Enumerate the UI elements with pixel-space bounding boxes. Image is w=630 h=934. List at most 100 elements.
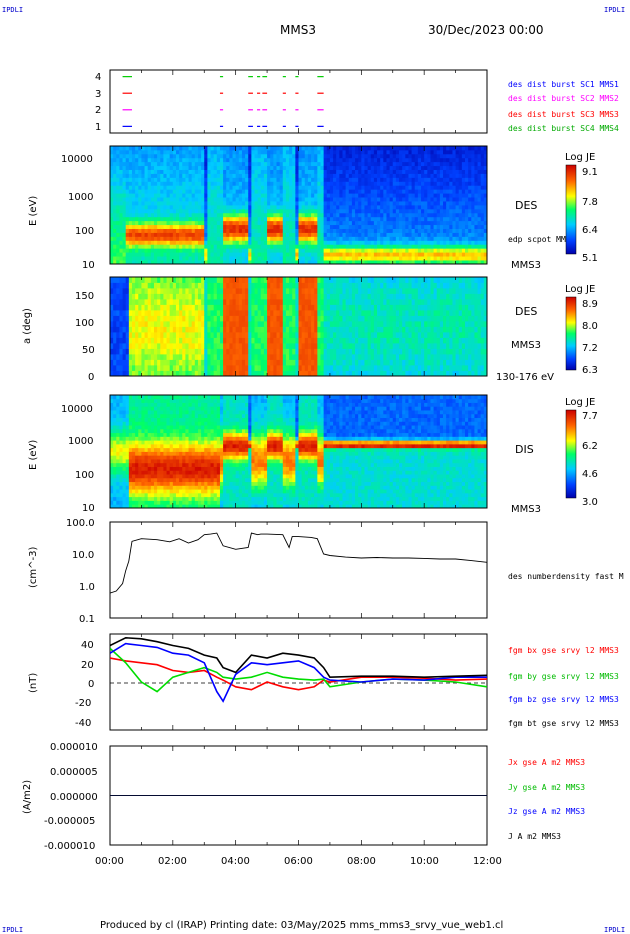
- des-pitch-cell: [216, 365, 221, 371]
- des-pitch-cell: [110, 359, 114, 366]
- des-energy-cell: [408, 149, 412, 155]
- des-energy-cell: [263, 185, 268, 190]
- des-energy-cell: [216, 169, 221, 174]
- des-energy-cell: [408, 189, 412, 194]
- des-energy-cell: [345, 232, 350, 237]
- des-energy-cell: [320, 232, 325, 237]
- des-energy-cell: [411, 181, 416, 186]
- des-energy-cell: [229, 260, 233, 265]
- des-energy-cell: [455, 252, 460, 257]
- des-pitch-cell: [113, 304, 117, 311]
- des-energy-cell: [292, 189, 296, 194]
- des-energy-cell: [477, 181, 482, 186]
- des-energy-cell: [226, 185, 230, 190]
- des-energy-cell: [433, 232, 438, 237]
- des-energy-cell: [216, 212, 221, 218]
- des-energy-cell: [395, 236, 400, 241]
- des-pitch-cell: [323, 288, 328, 294]
- des-pitch-cell: [339, 343, 343, 349]
- des-energy-cell: [455, 177, 460, 182]
- des-energy-cell: [307, 169, 312, 174]
- des-energy-cell: [427, 193, 431, 198]
- des-energy-cell: [188, 169, 193, 174]
- des-pitch-cell: [248, 315, 252, 322]
- des-energy-cell: [197, 157, 202, 163]
- des-pitch-cell: [172, 310, 177, 316]
- des-energy-cell: [194, 256, 199, 261]
- des-energy-cell: [141, 189, 145, 194]
- des-pitch-cell: [213, 365, 218, 371]
- des-energy-cell: [160, 177, 164, 182]
- des-energy-cell: [182, 157, 186, 163]
- des-pitch-cell: [219, 282, 224, 289]
- des-energy-cell: [157, 189, 161, 194]
- des-pitch-cell: [336, 370, 340, 377]
- des-pitch-cell: [235, 348, 240, 355]
- des-pitch-cell: [260, 343, 265, 349]
- des-energy-cell: [295, 193, 299, 198]
- des-energy-cell: [207, 260, 211, 265]
- des-pitch-cell: [311, 354, 315, 360]
- des-energy-cell: [339, 193, 343, 198]
- des-energy-cell: [194, 157, 199, 163]
- des-energy-cell: [204, 248, 208, 253]
- des-energy-cell: [301, 252, 306, 257]
- des-energy-cell: [417, 220, 422, 226]
- des-energy-cell: [263, 228, 268, 233]
- des-energy-cell: [386, 208, 391, 214]
- des-energy-cell: [141, 146, 145, 151]
- des-pitch-cell: [128, 332, 133, 338]
- des-energy-cell: [210, 177, 215, 182]
- des-energy-cell: [169, 193, 174, 198]
- des-energy-cell: [270, 181, 274, 186]
- des-energy-cell: [307, 224, 312, 229]
- des-energy-cell: [169, 189, 174, 194]
- des-pitch-cell: [276, 288, 281, 294]
- des-pitch-cell: [289, 315, 293, 322]
- des-energy-cell: [270, 252, 274, 257]
- des-pitch-cell: [314, 310, 318, 316]
- des-energy-cell: [314, 216, 318, 222]
- des-pitch-cell: [285, 282, 290, 289]
- des-energy-cell: [389, 212, 394, 218]
- des-energy-cell: [358, 177, 362, 182]
- des-pitch-cell: [210, 321, 215, 327]
- des-energy-cell: [188, 153, 193, 159]
- des-energy-cell: [443, 189, 447, 194]
- des-energy-cell: [326, 149, 331, 155]
- des-pitch-cell: [320, 343, 325, 349]
- des-energy-cell: [122, 169, 127, 174]
- des-energy-cell: [201, 220, 205, 226]
- des-energy-cell: [314, 220, 318, 226]
- des-energy-cell: [477, 252, 482, 257]
- des-energy-cell: [342, 252, 347, 257]
- des-energy-cell: [213, 146, 218, 151]
- des-energy-cell: [351, 260, 356, 265]
- des-energy-cell: [380, 216, 384, 222]
- des-pitch-cell: [150, 310, 155, 316]
- des-energy-cell: [477, 232, 482, 237]
- des-energy-cell: [270, 260, 274, 265]
- des-energy-cell: [295, 161, 299, 167]
- des-pitch-cell: [216, 326, 221, 333]
- des-pitch-cell: [232, 310, 237, 316]
- des-energy-cell: [430, 208, 434, 214]
- des-energy-cell: [207, 256, 211, 261]
- des-energy-cell: [301, 185, 306, 190]
- des-pitch-cell: [279, 326, 284, 333]
- des-pitch-cell: [270, 277, 274, 283]
- des-energy-cell: [197, 181, 202, 186]
- des-energy-cell: [144, 146, 149, 151]
- des-pitch-cell: [232, 326, 237, 333]
- des-energy-cell: [317, 185, 321, 190]
- des-energy-cell: [468, 212, 472, 218]
- des-energy-cell: [351, 228, 356, 233]
- des-energy-cell: [307, 201, 312, 206]
- des-energy-cell: [411, 165, 416, 170]
- des-energy-cell: [251, 149, 255, 155]
- des-energy-cell: [232, 177, 237, 182]
- des-energy-cell: [461, 146, 466, 151]
- des-energy-cell: [166, 197, 171, 202]
- des-energy-cell: [424, 248, 428, 253]
- des-energy-cell: [125, 201, 130, 206]
